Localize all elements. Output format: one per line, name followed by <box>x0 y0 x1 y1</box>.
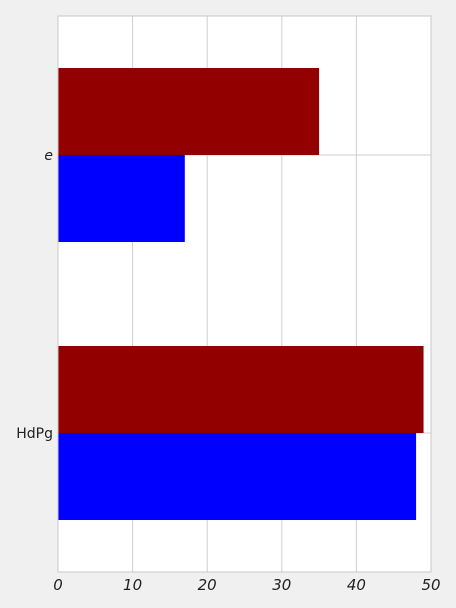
x-tick-label: 20 <box>198 576 217 594</box>
category-label: e <box>44 148 53 164</box>
x-axis-ticks: 0 10 20 30 40 50 <box>53 576 440 594</box>
x-tick-label: 40 <box>347 576 366 594</box>
x-tick-label: 30 <box>272 576 291 594</box>
x-tick-label: 10 <box>123 576 142 594</box>
bar-e-series-2 <box>58 68 320 155</box>
bar-HdPg-series-1 <box>58 433 417 520</box>
bars <box>58 68 424 520</box>
x-tick-label: 0 <box>53 576 63 594</box>
category-label: HdPg <box>16 426 53 442</box>
bar-HdPg-series-2 <box>58 346 424 433</box>
plot-frame <box>57 15 432 573</box>
x-tick-label: 50 <box>421 576 440 594</box>
bar-e-series-1 <box>58 155 185 242</box>
y-axis-labels: e HdPg <box>16 148 53 442</box>
